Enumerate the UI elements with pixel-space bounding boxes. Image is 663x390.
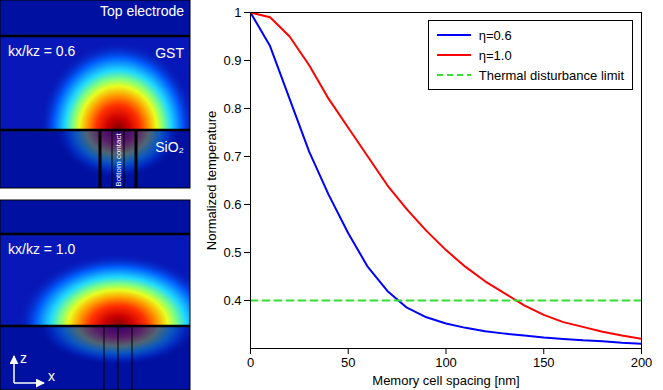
svg-text:Normalized temperature: Normalized temperature (204, 111, 219, 250)
svg-text:0.9: 0.9 (223, 53, 241, 68)
svg-text:Top electrode: Top electrode (100, 3, 184, 19)
svg-text:50: 50 (341, 355, 355, 370)
svg-text:0.4: 0.4 (223, 293, 241, 308)
svg-text:kx/kz = 1.0: kx/kz = 1.0 (8, 241, 76, 257)
svg-text:0: 0 (247, 355, 254, 370)
svg-text:Memory cell spacing [nm]: Memory cell spacing [nm] (372, 373, 519, 388)
html-text:η=1.0: η=1.0 (478, 47, 512, 63)
html-text:Thermal disturbance limit: Thermal disturbance limit (478, 67, 624, 83)
svg-text:0.5: 0.5 (223, 245, 241, 260)
svg-text:100: 100 (435, 355, 457, 370)
svg-text:0.8: 0.8 (223, 101, 241, 116)
svg-text:z: z (20, 350, 27, 366)
svg-text:150: 150 (533, 355, 555, 370)
svg-text:200: 200 (631, 355, 653, 370)
svg-text:x: x (48, 368, 55, 384)
svg-text:1: 1 (234, 5, 241, 20)
svg-text:Bottom contact: Bottom contact (114, 133, 123, 187)
svg-text:0.6: 0.6 (223, 197, 241, 212)
svg-text:kx/kz = 0.6: kx/kz = 0.6 (8, 43, 76, 59)
svg-text:0.7: 0.7 (223, 149, 241, 164)
svg-text:SiO₂: SiO₂ (155, 139, 184, 155)
html-text:η=0.6: η=0.6 (478, 27, 512, 43)
svg-text:GST: GST (155, 45, 184, 61)
